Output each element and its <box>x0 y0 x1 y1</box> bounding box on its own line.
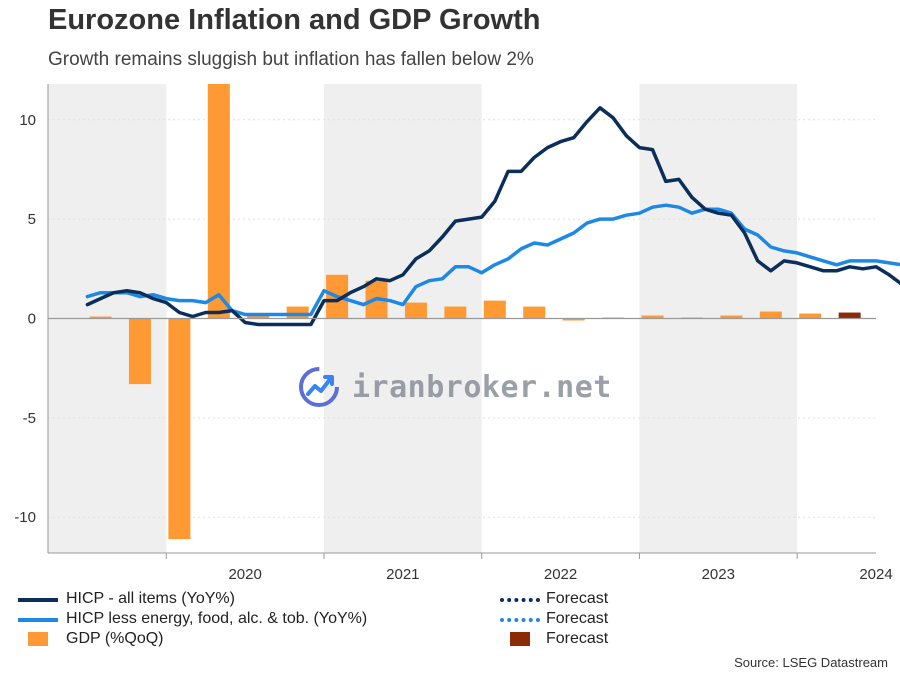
legend-core-swatch <box>18 618 58 622</box>
gdp-bar <box>286 306 309 319</box>
watermark: iranbroker.net <box>296 364 612 410</box>
legend-gdp-label: GDP (%QoQ) <box>66 630 164 647</box>
chart-trend-logo-icon <box>299 367 339 407</box>
legend-gdp-forecast-swatch <box>510 632 530 646</box>
y-tick-label: -10 <box>14 509 36 526</box>
gdp-bar <box>523 306 546 319</box>
chart-title: Eurozone Inflation and GDP Growth <box>48 4 541 36</box>
y-tick-label: 10 <box>19 112 36 129</box>
x-tick-label: 2023 <box>702 566 735 583</box>
legend-core-forecast-label: Forecast <box>546 610 609 627</box>
gdp-bar <box>444 306 467 319</box>
legend-hicp-forecast-swatch <box>500 598 540 602</box>
legend-core-forecast-swatch <box>500 618 540 622</box>
gdp-bar <box>799 313 822 319</box>
gdp-bar <box>483 300 506 319</box>
x-tick-label: 2024 <box>859 566 892 583</box>
gdp-bar <box>759 311 782 319</box>
legend-gdp-forecast-label: Forecast <box>546 630 609 647</box>
gdp-bar <box>720 315 743 319</box>
chart-subtitle: Growth remains sluggish but inflation ha… <box>48 49 534 70</box>
y-tick-label: 5 <box>28 211 36 228</box>
legend-core-label: HICP less energy, food, alc. & tob. (YoY… <box>66 610 368 627</box>
gdp-bar <box>404 302 427 319</box>
source-note: Source: LSEG Datastream <box>734 655 888 670</box>
legend-hicp-forecast-label: Forecast <box>546 590 609 607</box>
y-tick-label: -5 <box>23 410 36 427</box>
legend-gdp-swatch <box>28 632 48 646</box>
gdp-bar <box>168 318 191 540</box>
gdp-bar <box>641 315 664 319</box>
gdp-forecast-bar <box>838 312 861 319</box>
gdp-bar <box>247 314 270 319</box>
gdp-bar <box>207 84 230 319</box>
x-tick-label: 2020 <box>228 566 261 583</box>
y-tick-label: 0 <box>28 311 36 328</box>
legend-hicp-swatch <box>18 598 58 602</box>
legend-hicp-label: HICP - all items (YoY%) <box>66 590 235 607</box>
x-tick-label: 2022 <box>544 566 577 583</box>
hicp-line <box>85 106 900 327</box>
x-tick-label: 2021 <box>386 566 419 583</box>
core-hicp-line <box>85 203 900 317</box>
watermark-text: iranbroker.net <box>352 369 612 405</box>
gdp-bar <box>89 316 112 319</box>
gdp-bar <box>128 318 151 385</box>
gdp-bar <box>562 318 585 321</box>
